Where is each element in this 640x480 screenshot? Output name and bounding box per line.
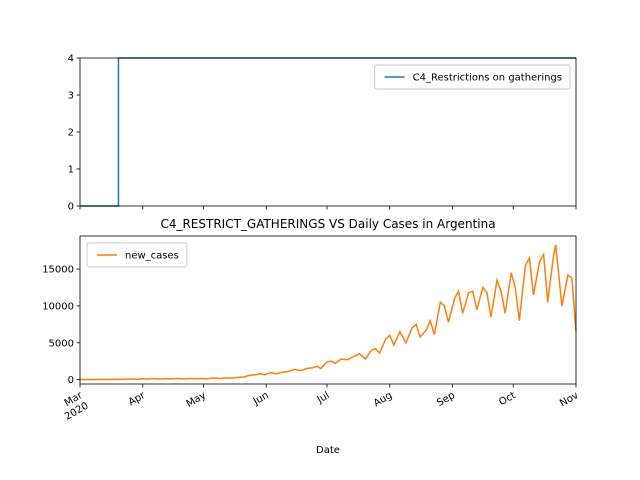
top-axes-frame [79,57,577,207]
y-tick-label: 10000 [42,302,74,313]
top-axes: 0 1 2 3 4 C4_Restrictions on gatherings [68,54,577,213]
y-tick-label: 15000 [42,265,74,276]
x-axis-label: Date [316,445,340,456]
top-x-ticks [79,206,577,210]
bottom-legend: new_cases [86,242,188,268]
y-tick-label: 2 [68,128,74,139]
top-y-ticks: 0 1 2 3 4 [68,54,80,213]
y-tick-label: 4 [68,54,74,65]
y-tick-label: 0 [68,375,74,386]
bottom-axes-frame [79,235,577,385]
bottom-series-line [79,244,577,381]
top-legend-label: C4_Restrictions on gatherings [413,73,562,84]
y-tick-label: 0 [68,202,74,213]
y-tick-label: 5000 [49,338,74,349]
bottom-legend-label: new_cases [125,251,179,262]
chart-title: C4_RESTRICT_GATHERINGS VS Daily Cases in… [160,217,495,231]
bottom-legend-box [86,242,188,268]
y-tick-label: 1 [68,165,74,176]
top-legend: C4_Restrictions on gatherings [374,64,571,90]
bottom-y-ticks: 0 5000 10000 15000 [42,265,80,386]
top-legend-box [374,64,571,90]
y-tick-label: 3 [68,91,74,102]
